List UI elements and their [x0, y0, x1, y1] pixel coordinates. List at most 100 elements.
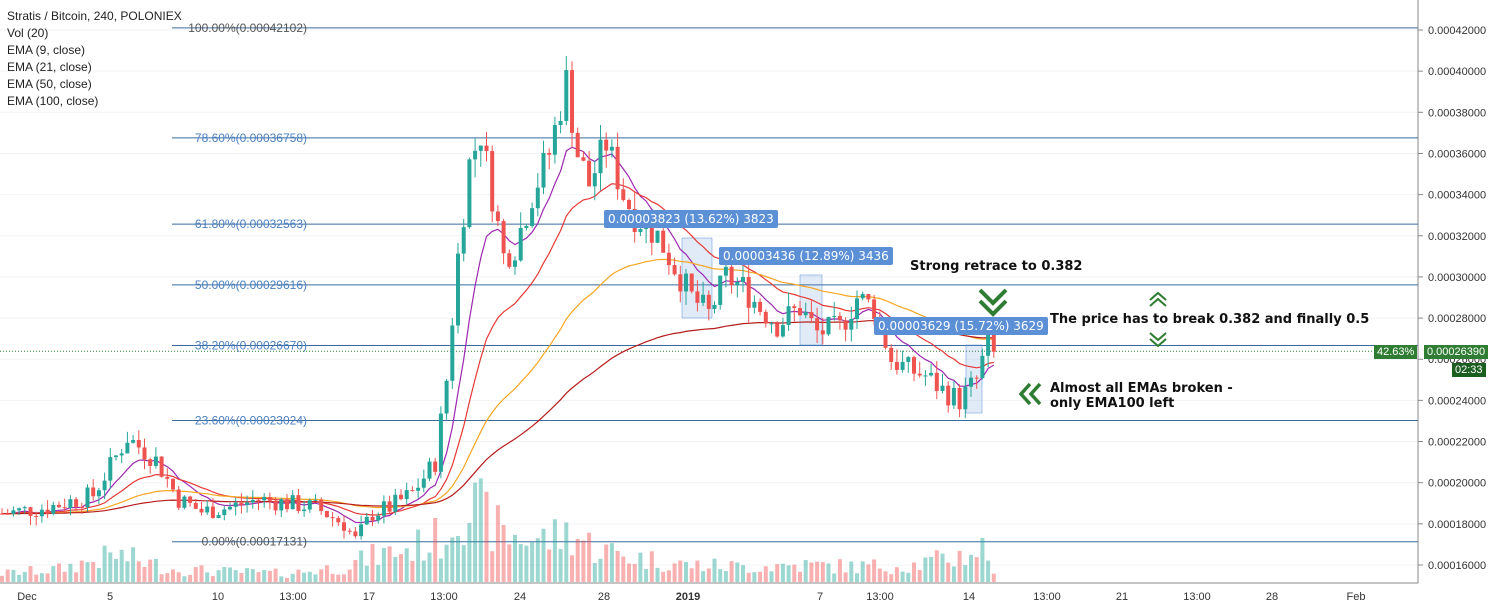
volume-bar: [421, 560, 426, 582]
ema9-line: [1, 146, 995, 524]
volume-bar: [946, 562, 951, 582]
volume-bar: [205, 572, 210, 582]
time-tick-label: 13:00: [279, 591, 307, 603]
volume-bar: [564, 522, 569, 582]
candle-body: [609, 146, 614, 151]
candle-body: [729, 266, 734, 286]
candle-body: [171, 478, 175, 490]
volume-bar: [820, 562, 825, 582]
time-tick-label: 13:00: [866, 591, 894, 603]
candle-body: [478, 145, 483, 151]
candle-body: [279, 499, 284, 511]
legend-ema100[interactable]: EMA (100, close): [7, 94, 99, 108]
candle-body: [894, 361, 899, 370]
volume-bar: [74, 572, 79, 582]
volume-bar: [484, 491, 489, 582]
volume-bar: [387, 546, 392, 582]
volume-bar: [467, 522, 472, 582]
price-tick-label: 0.00034000: [1428, 190, 1486, 202]
volume-bar: [746, 572, 751, 582]
candle-body: [741, 277, 745, 282]
volume-bar: [313, 574, 318, 582]
candle-body: [849, 318, 854, 330]
volume-bar: [153, 558, 158, 582]
volume-bar: [598, 558, 603, 582]
candle-body: [718, 275, 723, 305]
volume-bar: [860, 561, 865, 582]
volume-bar: [929, 556, 934, 582]
candle-body: [239, 502, 244, 505]
legend-ema21[interactable]: EMA (21, close): [7, 60, 92, 74]
legend-title[interactable]: Stratis / Bitcoin, 240, POLONIEX: [7, 9, 182, 23]
volume-bar: [256, 572, 261, 582]
volume-bar: [963, 565, 968, 582]
volume-bar: [855, 573, 859, 582]
candle-body: [45, 509, 50, 514]
candle-body: [860, 294, 865, 299]
chevron-down-icon: [1149, 332, 1167, 342]
volume-bar: [815, 561, 820, 582]
candle-body: [501, 221, 506, 254]
time-tick-label: 14: [963, 591, 975, 603]
candle-body: [552, 125, 557, 155]
time-axis[interactable]: Dec 5 10 13:00 17 13:00 24 28 2019 7 13:00 14 13:00 2…: [17, 591, 1365, 603]
volume-bar: [501, 524, 506, 582]
candle-body: [387, 501, 392, 512]
candle-body: [655, 230, 660, 243]
candle-body: [495, 211, 500, 222]
volume-bar: [91, 561, 96, 582]
volume-bar: [912, 562, 916, 582]
note-emas-2[interactable]: only EMA100 left: [1050, 396, 1175, 411]
note-price-break[interactable]: The price has to break 0.382 and finally…: [1050, 312, 1370, 327]
candle-body: [587, 160, 592, 187]
volume-bar: [376, 564, 381, 582]
candle-body: [267, 496, 272, 501]
volume-bar: [638, 552, 643, 582]
volume-bar: [51, 566, 56, 582]
candle-body: [438, 413, 443, 472]
price-tick-label: 0.00016000: [1428, 560, 1486, 572]
legend-ema9[interactable]: EMA (9, close): [7, 43, 86, 57]
candle-body: [769, 323, 774, 325]
volume-bar: [752, 572, 757, 582]
volume-bar: [889, 574, 894, 582]
volume-bar: [199, 565, 204, 582]
volume-bar: [701, 571, 706, 582]
volume-bar: [980, 537, 985, 582]
note-strong-retrace[interactable]: Strong retrace to 0.382: [910, 259, 1083, 274]
candle-body: [906, 357, 911, 362]
chevron-down-icon: [1149, 338, 1167, 348]
measure-label-1[interactable]: 0.00003823 (13.62%) 3823: [604, 210, 778, 228]
candle-body: [364, 516, 369, 525]
candle-body: [929, 372, 934, 376]
legend-ema50[interactable]: EMA (50, close): [7, 77, 92, 91]
volume-bar: [832, 573, 837, 582]
candle-body: [399, 494, 403, 500]
candle-body: [17, 508, 22, 511]
volume-bar: [222, 567, 227, 582]
volume-bar: [57, 563, 61, 582]
candle-body: [427, 461, 432, 479]
chevron-left-icon: [1028, 382, 1042, 406]
candle-body: [370, 516, 375, 521]
volume-bar: [450, 537, 455, 582]
candle-body: [85, 487, 90, 508]
candle-body: [638, 229, 643, 233]
candle-body: [957, 387, 962, 410]
price-tag-percent: 42.63%: [1374, 345, 1418, 359]
price-axis[interactable]: 0.00016000 0.00018000 0.00020000 0.00022000…: [1418, 25, 1486, 572]
volume-bar: [672, 563, 677, 582]
note-emas-1[interactable]: Almost all EMAs broken -: [1050, 381, 1233, 396]
ema-lines: [1, 146, 995, 524]
candle-body: [353, 531, 358, 537]
measure-label-2[interactable]: 0.00003436 (12.89%) 3436: [719, 247, 893, 265]
measure-label-3[interactable]: 0.00003629 (15.72%) 3629: [874, 317, 1048, 335]
volume-bar: [661, 571, 666, 582]
volume-bar: [473, 482, 478, 582]
time-tick-label: 13:00: [1183, 591, 1211, 603]
candle-body: [951, 387, 956, 406]
volume-bar: [741, 565, 745, 582]
candle-body: [159, 456, 164, 477]
legend-vol[interactable]: Vol (20): [7, 26, 49, 40]
